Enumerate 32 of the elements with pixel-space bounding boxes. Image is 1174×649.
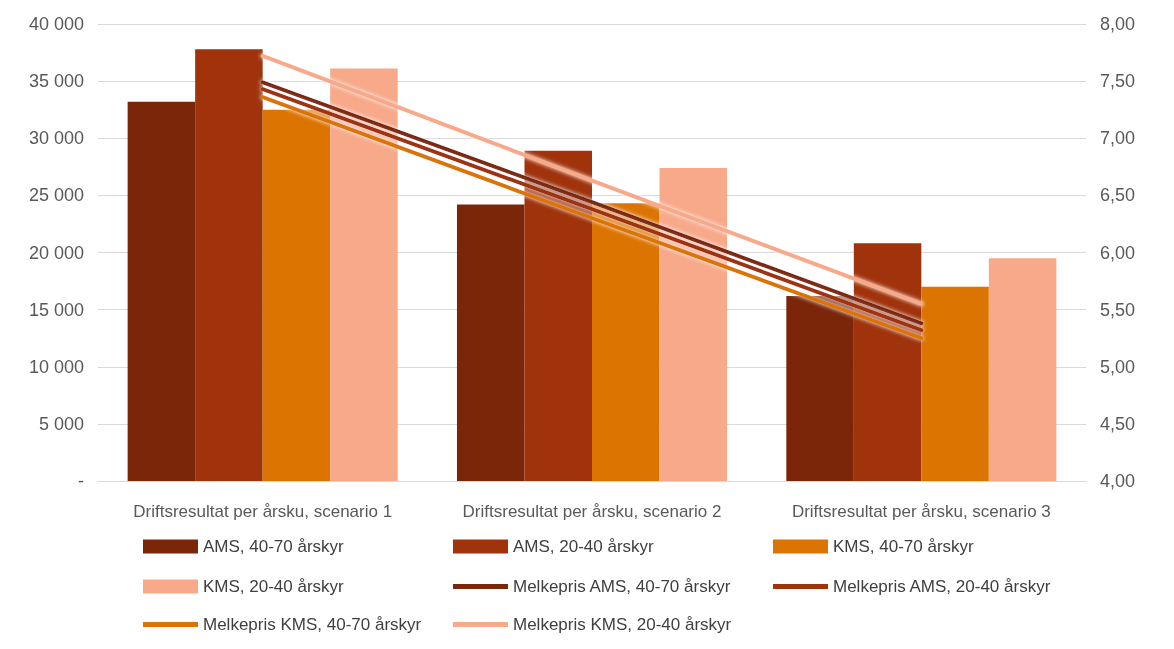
- legend-label: KMS, 40-70 årskyr: [833, 537, 975, 556]
- y-tick-label: 20 000: [28, 242, 84, 263]
- legend-label: Melkepris AMS, 20-40 årskyr: [833, 577, 1051, 596]
- y2-tick-label: 7,00: [1100, 128, 1136, 149]
- legend-label: AMS, 40-70 årskyr: [203, 537, 345, 556]
- y-tick-label: 30 000: [28, 128, 84, 149]
- x-tick-label: Driftsresultat per årsku, scenario 2: [462, 502, 722, 521]
- legend-label: Melkepris AMS, 40-70 årskyr: [513, 577, 731, 596]
- y2-tick-label: 5,50: [1100, 299, 1136, 320]
- bar: [456, 204, 525, 481]
- y2-tick-label: 4,00: [1100, 471, 1136, 491]
- y-tick-label: 5 000: [38, 413, 84, 434]
- legend-label: Melkepris KMS, 40-70 årskyr: [203, 615, 422, 634]
- legend-label: Melkepris KMS, 20-40 årskyr: [513, 615, 732, 634]
- legend-label: AMS, 20-40 årskyr: [513, 537, 655, 556]
- bar: [988, 258, 1057, 481]
- y2-tick-label: 7,50: [1100, 71, 1136, 92]
- y-tick-label: 35 000: [28, 71, 84, 92]
- x-tick-label: Driftsresultat per årsku, scenario 3: [791, 502, 1051, 521]
- y-tick-label: -: [78, 471, 84, 491]
- x-tick-label: Driftsresultat per årsku, scenario 1: [133, 502, 393, 521]
- y-tick-label: 10 000: [28, 356, 84, 377]
- y2-tick-label: 4,50: [1100, 413, 1136, 434]
- y-tick-label: 40 000: [28, 14, 84, 34]
- legend-label: KMS, 20-40 årskyr: [203, 577, 345, 596]
- y2-tick-label: 5,00: [1100, 356, 1136, 377]
- y-tick-label: 15 000: [28, 299, 84, 320]
- y2-tick-label: 6,00: [1100, 242, 1136, 263]
- bar: [127, 101, 196, 481]
- y-tick-label: 25 000: [28, 185, 84, 206]
- y2-tick-label: 6,50: [1100, 185, 1136, 206]
- y2-tick-label: 8,00: [1100, 14, 1136, 34]
